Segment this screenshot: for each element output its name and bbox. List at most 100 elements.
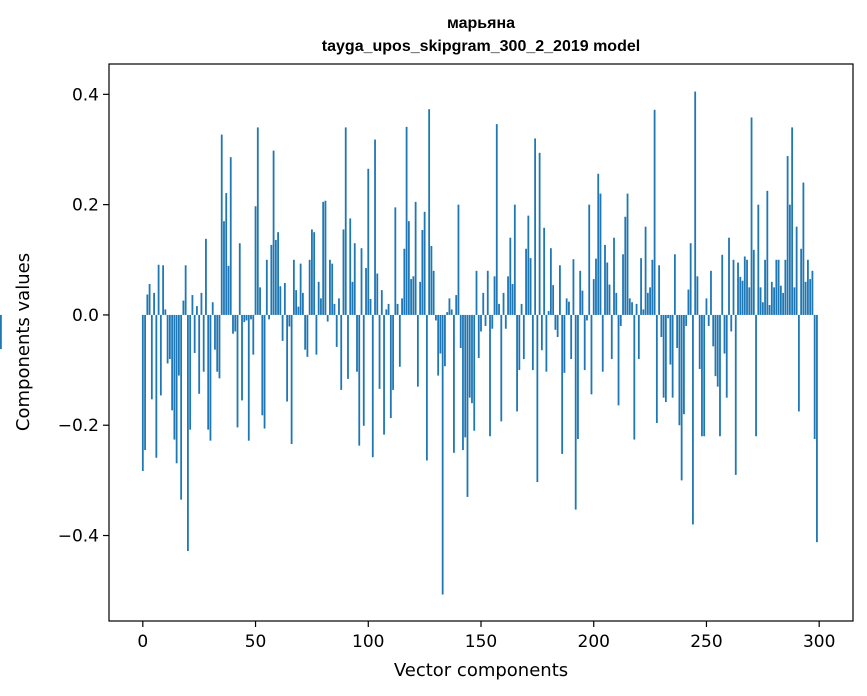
bar — [229, 157, 232, 315]
bar — [597, 173, 600, 315]
bar — [234, 314, 237, 332]
bar — [599, 193, 602, 315]
bar — [187, 314, 189, 551]
bar — [308, 259, 311, 315]
bar — [764, 259, 766, 315]
bar — [313, 232, 316, 315]
bar — [421, 230, 424, 315]
bar — [378, 314, 381, 389]
bar — [606, 262, 609, 315]
bar — [265, 259, 268, 315]
bar — [586, 314, 588, 321]
bar — [322, 201, 325, 315]
bar — [816, 314, 818, 543]
bar — [320, 298, 322, 315]
x-axis-ticks: 0 50 100 150 200 250 300 — [137, 621, 835, 652]
bar — [180, 314, 183, 500]
bar — [608, 284, 611, 315]
bar — [371, 314, 374, 458]
bar — [588, 204, 591, 315]
bar — [376, 273, 379, 315]
bar — [225, 193, 228, 315]
bar — [205, 238, 207, 315]
bar — [171, 314, 174, 411]
y-tick-label: 0.0 — [72, 306, 99, 326]
bar — [664, 314, 667, 403]
bar — [365, 268, 367, 315]
bar — [295, 290, 298, 315]
bar — [281, 314, 284, 341]
bar — [644, 226, 647, 315]
bar — [403, 248, 406, 315]
bar — [748, 287, 751, 315]
bar — [737, 262, 739, 315]
bar — [164, 309, 167, 315]
bar — [626, 193, 629, 315]
bar — [568, 301, 570, 315]
bar — [247, 314, 250, 441]
bar — [480, 314, 482, 332]
bar — [394, 207, 397, 315]
bar — [640, 258, 642, 315]
bar — [784, 259, 787, 315]
bar — [489, 314, 491, 437]
bar — [547, 311, 550, 315]
y-axis-label: Components values — [13, 253, 34, 431]
bar — [446, 312, 449, 315]
bar — [464, 314, 467, 438]
bar — [256, 127, 259, 315]
bar — [193, 314, 196, 353]
bar — [209, 314, 212, 441]
bar — [728, 237, 730, 315]
bar — [159, 314, 162, 396]
bar — [642, 309, 645, 315]
bar — [545, 314, 548, 372]
bar — [241, 314, 243, 401]
bar — [804, 281, 807, 315]
bar — [335, 314, 338, 347]
bar — [347, 314, 349, 379]
bar — [759, 287, 762, 315]
bar — [362, 314, 365, 426]
chart-title: марьяна — [447, 15, 515, 32]
bar — [655, 314, 658, 424]
bar — [182, 300, 185, 315]
bar — [692, 314, 694, 525]
bar — [703, 314, 706, 437]
bar — [166, 314, 169, 364]
bar — [791, 127, 794, 315]
bar — [157, 264, 160, 315]
bar — [331, 263, 334, 315]
bar — [651, 259, 654, 315]
bar — [498, 303, 500, 315]
bar — [439, 314, 442, 354]
bar — [374, 139, 376, 315]
bar — [301, 292, 304, 315]
bar — [628, 298, 631, 315]
bar — [263, 314, 266, 429]
bar — [398, 314, 401, 367]
bar — [268, 314, 270, 320]
bar — [520, 303, 523, 315]
bar — [459, 314, 462, 349]
bar — [669, 314, 672, 365]
bar — [559, 265, 561, 315]
bar — [572, 259, 575, 315]
bar — [277, 232, 279, 315]
bar — [200, 292, 203, 315]
bar — [236, 314, 239, 428]
bar — [500, 314, 503, 422]
x-tick-label: 150 — [465, 632, 497, 652]
bar — [471, 314, 473, 404]
bar — [511, 284, 514, 315]
bar — [141, 314, 144, 471]
bar — [432, 270, 435, 315]
bar — [658, 265, 661, 315]
bar — [746, 259, 748, 315]
bar — [725, 314, 728, 398]
y-tick-label: −0.2 — [58, 416, 99, 436]
bar — [797, 314, 800, 412]
bar — [437, 314, 440, 376]
bar — [477, 314, 480, 358]
